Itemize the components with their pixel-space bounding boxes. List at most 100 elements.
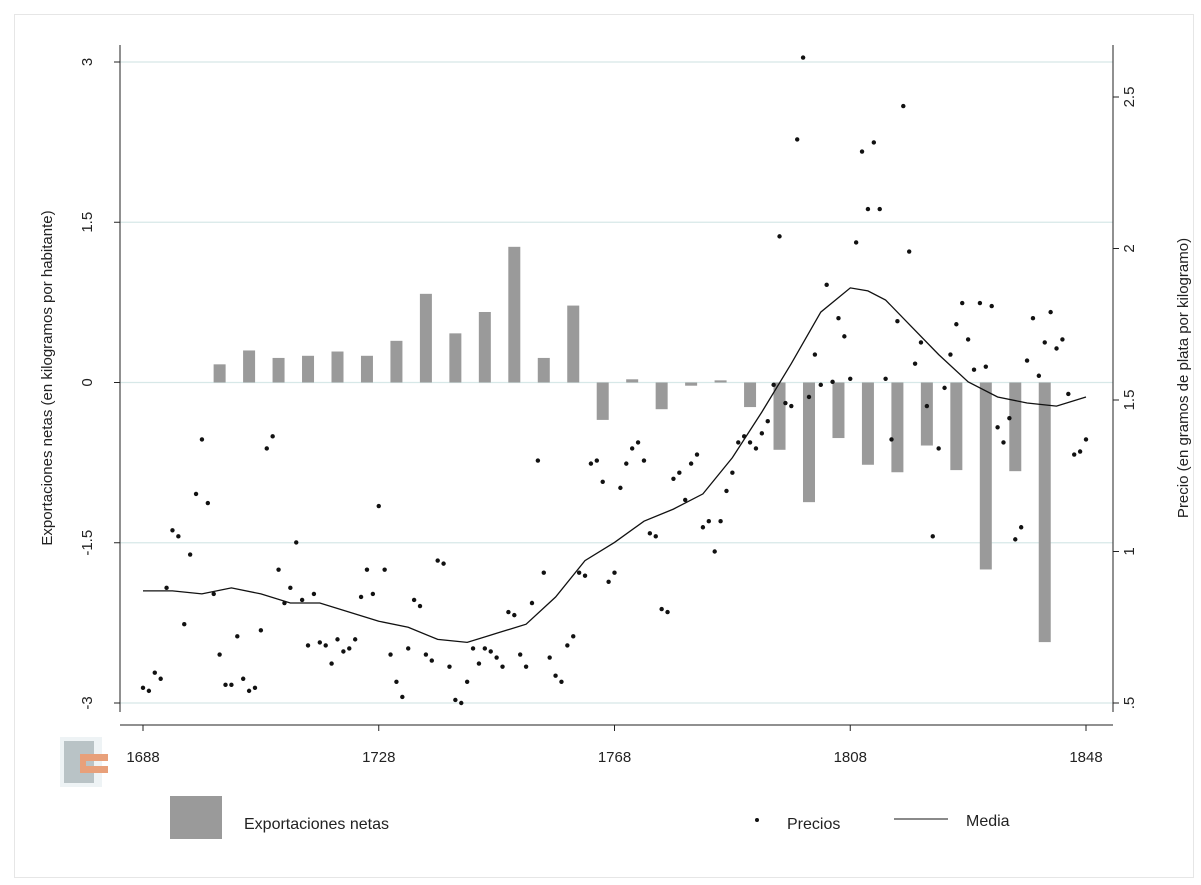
price-point bbox=[217, 652, 222, 657]
price-point bbox=[871, 140, 877, 145]
price-point bbox=[311, 591, 317, 597]
price-point bbox=[246, 688, 252, 694]
price-point bbox=[512, 612, 517, 618]
price-point bbox=[718, 519, 723, 524]
price-point bbox=[476, 661, 482, 666]
y-left-tick-label: 1.5 bbox=[79, 212, 96, 233]
price-point bbox=[824, 282, 829, 288]
price-point bbox=[305, 643, 311, 648]
price-point bbox=[211, 591, 216, 597]
x-tick-label: 1728 bbox=[362, 749, 395, 766]
price-point bbox=[335, 637, 340, 642]
price-point bbox=[565, 643, 570, 648]
price-point bbox=[677, 470, 682, 475]
legend-bars-swatch bbox=[170, 796, 222, 839]
points-layer bbox=[140, 55, 1089, 706]
price-point bbox=[459, 700, 464, 706]
price-point bbox=[582, 573, 588, 578]
price-point bbox=[600, 479, 605, 485]
price-point bbox=[323, 643, 328, 648]
bar bbox=[508, 246, 521, 383]
logo-mark bbox=[60, 737, 108, 787]
price-point bbox=[347, 646, 352, 651]
price-point bbox=[647, 531, 653, 536]
price-point bbox=[299, 597, 305, 603]
bar bbox=[302, 355, 315, 383]
price-point bbox=[783, 400, 788, 406]
chart-frame bbox=[14, 14, 1194, 878]
grid-layer bbox=[120, 61, 1113, 704]
price-point bbox=[918, 340, 924, 345]
price-point bbox=[971, 367, 977, 372]
price-point bbox=[553, 673, 558, 678]
price-point bbox=[1077, 449, 1083, 454]
legend-points-marker bbox=[755, 818, 759, 822]
price-point bbox=[482, 646, 488, 651]
price-point bbox=[688, 461, 694, 466]
legend-points-label: Precios bbox=[787, 816, 840, 833]
legend-bars-label: Exportaciones netas bbox=[244, 816, 389, 833]
price-point bbox=[665, 609, 670, 615]
price-point bbox=[417, 603, 423, 609]
price-point bbox=[842, 334, 847, 339]
price-point bbox=[830, 379, 835, 385]
price-point bbox=[641, 458, 647, 463]
y-right-tick-label: 1 bbox=[1121, 547, 1138, 555]
price-point bbox=[535, 458, 541, 463]
price-point bbox=[659, 606, 664, 612]
price-point bbox=[818, 382, 823, 388]
bars-layer bbox=[213, 246, 1051, 643]
bar bbox=[655, 382, 668, 410]
price-point bbox=[629, 446, 635, 451]
bar bbox=[596, 382, 609, 420]
price-point bbox=[594, 458, 600, 463]
price-point bbox=[1048, 309, 1053, 315]
price-point bbox=[724, 488, 729, 494]
y-right-tick-label: 1.5 bbox=[1121, 390, 1138, 411]
y-right-tick-label: 2.5 bbox=[1121, 87, 1138, 108]
y-left-tick-label: -1.5 bbox=[79, 530, 96, 556]
price-point bbox=[429, 658, 434, 663]
price-point bbox=[1060, 337, 1065, 342]
price-point bbox=[270, 434, 275, 439]
price-point bbox=[942, 385, 947, 391]
price-point bbox=[229, 682, 234, 688]
price-point bbox=[470, 646, 476, 651]
price-point bbox=[777, 234, 782, 239]
price-point bbox=[1054, 346, 1059, 351]
bar bbox=[950, 382, 963, 471]
price-point bbox=[895, 319, 900, 324]
price-point bbox=[859, 149, 865, 154]
x-tick-label: 1808 bbox=[834, 749, 867, 766]
price-point bbox=[488, 649, 493, 654]
bar bbox=[478, 311, 491, 383]
price-point bbox=[205, 500, 211, 506]
price-point bbox=[848, 376, 853, 381]
price-point bbox=[836, 315, 841, 321]
price-point bbox=[376, 503, 381, 509]
price-point bbox=[765, 419, 770, 424]
price-point bbox=[1007, 415, 1012, 421]
price-point bbox=[759, 431, 765, 436]
bar bbox=[802, 382, 815, 503]
price-point bbox=[352, 637, 358, 642]
price-point bbox=[506, 609, 511, 615]
price-point bbox=[329, 661, 334, 666]
price-point bbox=[435, 558, 440, 563]
legend-line-label: Media bbox=[966, 813, 1010, 830]
bar bbox=[920, 382, 933, 446]
x-tick-label: 1688 bbox=[126, 749, 159, 766]
price-point bbox=[464, 679, 470, 684]
price-point bbox=[541, 570, 546, 575]
bar bbox=[979, 382, 992, 570]
y-left-tick-label: 0 bbox=[79, 378, 96, 386]
bar bbox=[891, 382, 904, 473]
price-point bbox=[240, 676, 246, 681]
bar bbox=[1038, 382, 1051, 643]
price-point bbox=[906, 249, 912, 254]
price-point bbox=[795, 137, 800, 142]
price-point bbox=[170, 528, 175, 533]
price-point bbox=[258, 628, 264, 633]
price-point bbox=[423, 652, 429, 657]
bar bbox=[861, 382, 874, 465]
